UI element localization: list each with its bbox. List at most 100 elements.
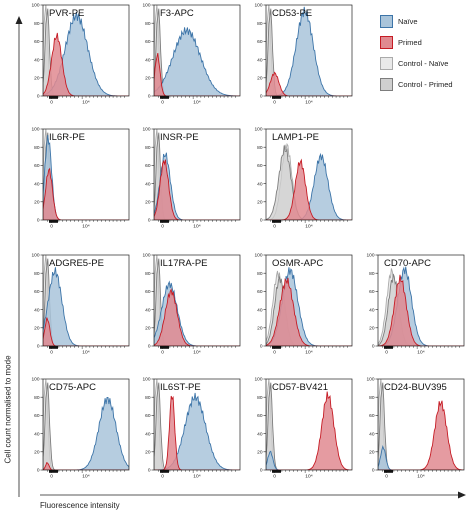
histogram-na-ve-il6r-pe bbox=[43, 135, 129, 220]
y-tick-label: 60 bbox=[145, 413, 151, 419]
y-tick-label: 0 bbox=[260, 94, 263, 100]
y-tick-label: 80 bbox=[145, 395, 151, 401]
y-tick-label: 100 bbox=[254, 127, 262, 133]
y-tick-label: 40 bbox=[34, 431, 40, 437]
y-tick-label: 20 bbox=[34, 200, 40, 206]
y-tick-label: 100 bbox=[31, 127, 39, 133]
y-tick-label: 80 bbox=[34, 21, 40, 27]
y-tick-label: 100 bbox=[142, 377, 150, 383]
panel-title: PVR-PE bbox=[49, 8, 84, 19]
legend-item-primed: Primed bbox=[380, 33, 453, 52]
x-tick-cluster bbox=[272, 220, 281, 223]
y-tick-label: 60 bbox=[257, 163, 263, 169]
x-tick-label: 10⁴ bbox=[305, 224, 312, 230]
y-tick-label: 0 bbox=[372, 468, 375, 474]
histogram-primed-insr-pe bbox=[154, 159, 240, 220]
x-tick-cluster bbox=[160, 220, 169, 223]
y-tick-label: 40 bbox=[34, 307, 40, 313]
y-tick-label: 60 bbox=[34, 163, 40, 169]
y-tick-label: 20 bbox=[369, 326, 375, 332]
histogram-primed-il6st-pe bbox=[154, 395, 240, 470]
legend-label-primed: Primed bbox=[398, 38, 422, 47]
y-tick-label: 100 bbox=[254, 253, 262, 259]
x-tick-label: 0 bbox=[273, 350, 276, 356]
y-tick-label: 80 bbox=[257, 271, 263, 277]
legend-label-control-naive: Control - Naïve bbox=[398, 59, 449, 68]
y-tick-label: 40 bbox=[257, 431, 263, 437]
y-tick-label: 0 bbox=[37, 344, 40, 350]
y-tick-label: 100 bbox=[142, 3, 150, 9]
x-tick-cluster bbox=[384, 346, 393, 349]
y-tick-label: 0 bbox=[148, 468, 151, 474]
panel-insr-pe: INSR-PE 0 20 40 60 80 100 0 10⁴ bbox=[142, 127, 241, 230]
legend-swatch-naive bbox=[380, 15, 393, 28]
y-tick-label: 20 bbox=[369, 450, 375, 456]
x-tick-label: 10⁴ bbox=[193, 100, 200, 106]
y-tick-label: 80 bbox=[145, 271, 151, 277]
y-tick-label: 20 bbox=[34, 76, 40, 82]
histogram-primed-pvr-pe bbox=[43, 32, 129, 96]
y-tick-label: 60 bbox=[34, 39, 40, 45]
x-tick-label: 10⁴ bbox=[417, 350, 424, 356]
x-tick-label: 0 bbox=[50, 474, 53, 480]
legend-label-naive: Naïve bbox=[398, 17, 418, 26]
legend-label-control-primed: Control - Primed bbox=[398, 80, 453, 89]
y-tick-label: 20 bbox=[34, 450, 40, 456]
y-tick-label: 40 bbox=[369, 307, 375, 313]
y-tick-label: 40 bbox=[145, 181, 151, 187]
y-tick-label: 0 bbox=[148, 344, 151, 350]
panel-cd70-apc: CD70-APC 0 20 40 60 80 100 0 10⁴ bbox=[366, 253, 465, 356]
histogram-primed-il6r-pe bbox=[43, 167, 129, 220]
panel-title: IL6ST-PE bbox=[160, 382, 201, 393]
x-tick-label: 10⁴ bbox=[193, 224, 200, 230]
y-tick-label: 80 bbox=[257, 145, 263, 151]
x-tick-label: 10⁴ bbox=[417, 474, 424, 480]
y-tick-label: 20 bbox=[257, 200, 263, 206]
y-tick-label: 20 bbox=[34, 326, 40, 332]
legend: Naïve Primed Control - Naïve Control - P… bbox=[380, 12, 453, 96]
panel-f3-apc: F3-APC 0 20 40 60 80 100 0 10⁴ bbox=[142, 3, 241, 106]
y-tick-label: 20 bbox=[145, 76, 151, 82]
y-tick-label: 40 bbox=[34, 181, 40, 187]
histogram-na-ve-adgre5-pe bbox=[43, 267, 129, 346]
histogram-na-ve-cd75-apc bbox=[43, 396, 129, 470]
y-tick-label: 60 bbox=[257, 289, 263, 295]
panel-il6st-pe: IL6ST-PE 0 20 40 60 80 100 0 10⁴ bbox=[142, 377, 241, 480]
y-tick-label: 0 bbox=[37, 468, 40, 474]
y-axis-label: Cell count normalised to mode bbox=[3, 355, 13, 464]
x-tick-cluster bbox=[272, 470, 281, 473]
x-tick-label: 10⁴ bbox=[82, 100, 89, 106]
y-tick-label: 100 bbox=[142, 127, 150, 133]
y-tick-label: 60 bbox=[145, 39, 151, 45]
panel-title: INSR-PE bbox=[160, 132, 199, 143]
y-tick-label: 80 bbox=[369, 271, 375, 277]
y-tick-label: 0 bbox=[260, 218, 263, 224]
y-tick-label: 20 bbox=[257, 76, 263, 82]
y-tick-label: 40 bbox=[257, 181, 263, 187]
y-tick-label: 0 bbox=[37, 218, 40, 224]
panel-title: CD70-APC bbox=[384, 258, 431, 269]
panel-title: CD57-BV421 bbox=[272, 382, 328, 393]
histogram-primed-cd24-buv395 bbox=[378, 400, 464, 470]
x-tick-label: 10⁴ bbox=[305, 350, 312, 356]
x-tick-label: 0 bbox=[50, 100, 53, 106]
x-tick-label: 0 bbox=[385, 474, 388, 480]
panel-cd24-buv395: CD24-BUV395 0 20 40 60 80 100 0 10⁴ bbox=[366, 377, 465, 480]
y-tick-label: 80 bbox=[145, 21, 151, 27]
panel-osmr-apc: OSMR-APC 0 20 40 60 80 100 0 10⁴ bbox=[254, 253, 353, 356]
x-tick-cluster bbox=[384, 470, 393, 473]
x-tick-label: 10⁴ bbox=[193, 474, 200, 480]
x-tick-label: 10⁴ bbox=[305, 100, 312, 106]
legend-swatch-control-primed bbox=[380, 78, 393, 91]
y-tick-label: 100 bbox=[366, 253, 374, 259]
x-tick-label: 10⁴ bbox=[82, 224, 89, 230]
panel-lamp1-pe: LAMP1-PE 0 20 40 60 80 100 0 10⁴ bbox=[254, 127, 353, 230]
legend-item-control-naive: Control - Naïve bbox=[380, 54, 453, 73]
x-tick-label: 10⁴ bbox=[82, 350, 89, 356]
legend-swatch-primed bbox=[380, 36, 393, 49]
y-tick-label: 0 bbox=[372, 344, 375, 350]
legend-swatch-control-naive bbox=[380, 57, 393, 70]
y-tick-label: 20 bbox=[257, 450, 263, 456]
x-axis-arrow-head bbox=[458, 491, 466, 499]
y-tick-label: 80 bbox=[257, 395, 263, 401]
